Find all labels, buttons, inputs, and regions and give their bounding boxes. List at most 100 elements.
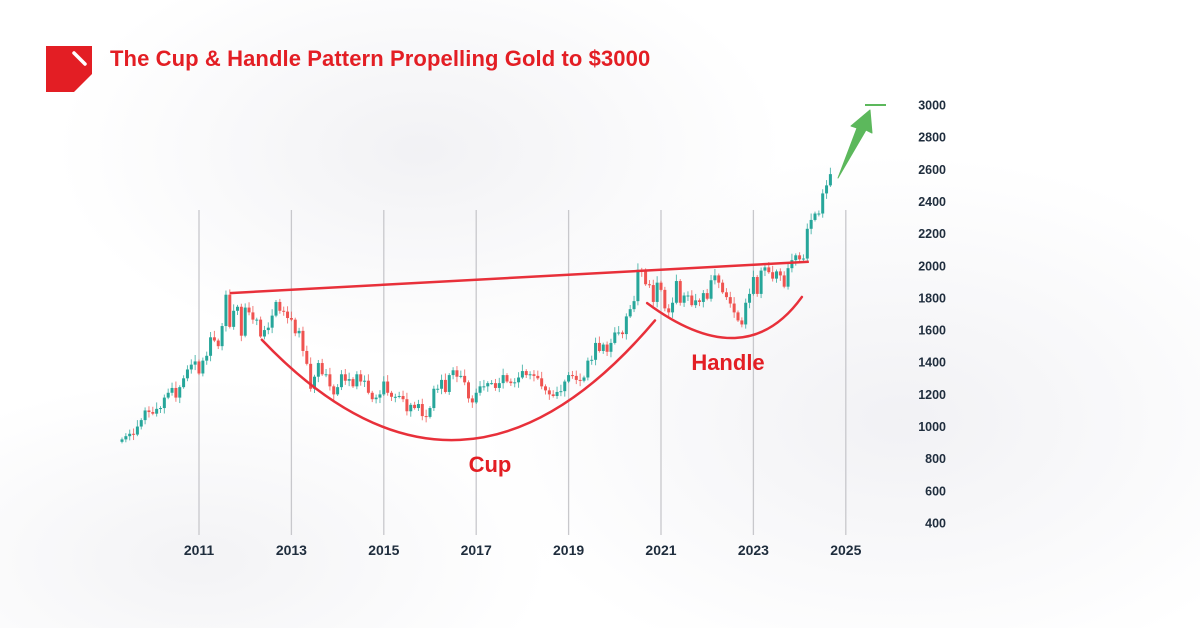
candle-body [278, 301, 282, 311]
candle [490, 380, 494, 385]
candle-body [694, 300, 698, 306]
candle-body [262, 330, 266, 337]
candle-body [255, 319, 259, 321]
candle-body [486, 383, 490, 387]
candle-body [159, 408, 162, 410]
candle [363, 375, 367, 387]
candle [601, 342, 605, 354]
candle-body [690, 295, 694, 306]
candle-body [678, 281, 682, 303]
y-tick-label: 1600 [918, 324, 946, 338]
candle [359, 370, 363, 386]
candle [736, 310, 740, 323]
candle-body [405, 399, 409, 412]
candle [332, 384, 336, 400]
candle [224, 290, 228, 332]
candle-body [790, 260, 794, 269]
candle [813, 211, 817, 222]
candle [825, 180, 829, 199]
candle [124, 433, 128, 443]
candle-body [416, 404, 420, 409]
candle [509, 378, 513, 387]
candle [143, 407, 147, 425]
candle [551, 390, 555, 398]
candle [443, 373, 447, 394]
candle-body [378, 394, 382, 398]
candle-body [147, 410, 151, 413]
candle [540, 371, 544, 390]
candle [520, 364, 524, 380]
candle-body [559, 391, 563, 393]
candle-body [386, 381, 390, 393]
candle-body [551, 394, 555, 396]
candle-body [786, 268, 790, 287]
candle-body [567, 375, 571, 382]
candle-body [270, 315, 274, 328]
candle [744, 298, 748, 329]
candle [189, 359, 193, 374]
candle [120, 437, 124, 444]
candle [728, 291, 732, 308]
candle [786, 262, 790, 290]
candle [336, 384, 340, 396]
candle-body [828, 174, 832, 186]
candle [524, 369, 528, 378]
candle-body [289, 318, 293, 320]
candle [463, 369, 467, 386]
candle [328, 367, 332, 391]
candle-body [343, 374, 347, 381]
candle [590, 355, 594, 365]
candle-body [497, 383, 501, 388]
candle-body [794, 255, 798, 261]
candle-body [151, 412, 155, 414]
candle-body [212, 337, 216, 341]
candle-body [243, 307, 247, 336]
candle [278, 298, 282, 314]
candle [393, 393, 397, 403]
candle-body [817, 213, 821, 215]
candle-body [651, 285, 655, 302]
candle-body [401, 395, 405, 400]
candle-body [671, 302, 675, 313]
candle [436, 384, 440, 393]
candle-body [482, 386, 486, 388]
candle [640, 267, 644, 277]
candle-body [428, 408, 432, 417]
candle-body [717, 275, 721, 283]
candle-body [594, 342, 598, 360]
candle-body [413, 404, 417, 409]
candle [467, 380, 470, 403]
candle-body [555, 391, 559, 396]
candle-body [667, 308, 671, 313]
candle [301, 326, 305, 357]
candle-body [424, 416, 428, 418]
candle-body [528, 374, 532, 376]
candle [821, 189, 825, 218]
candle-body [324, 374, 328, 376]
candle [205, 351, 209, 365]
candle-body [393, 396, 397, 398]
candle [386, 375, 390, 396]
candle [182, 375, 186, 389]
candle [212, 330, 216, 343]
x-tick-label: 2021 [645, 542, 676, 558]
candle-body [432, 388, 436, 409]
candle [674, 274, 678, 305]
candle-body [390, 392, 393, 397]
candle [316, 359, 320, 383]
candle [247, 302, 251, 316]
candle [139, 418, 143, 430]
candle [270, 309, 274, 334]
candle [686, 291, 690, 301]
candle-body [586, 360, 590, 378]
y-tick-label: 1800 [918, 291, 946, 305]
candle [701, 290, 705, 308]
candle [794, 253, 798, 266]
candle [432, 385, 436, 411]
candle [709, 274, 713, 302]
candle [228, 289, 232, 329]
candle-body [805, 228, 809, 259]
candle-body [744, 302, 748, 325]
candle-body [251, 312, 255, 320]
candle-body [185, 369, 189, 379]
